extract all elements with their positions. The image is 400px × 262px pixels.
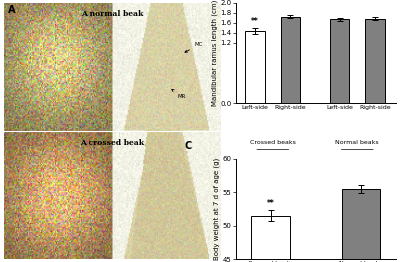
Text: C: C <box>184 141 192 151</box>
Text: A normal beak: A normal beak <box>81 10 144 18</box>
Bar <box>252 216 290 262</box>
Bar <box>281 17 300 103</box>
Text: Crossed beaks: Crossed beaks <box>250 140 296 145</box>
Y-axis label: Body weight at 7 d of age (g): Body weight at 7 d of age (g) <box>213 158 220 260</box>
Y-axis label: Mandibular ramus length (cm): Mandibular ramus length (cm) <box>211 0 218 106</box>
Text: A crossed beak: A crossed beak <box>80 139 144 147</box>
Bar <box>342 189 380 262</box>
Text: MR: MR <box>172 89 186 99</box>
Bar <box>365 19 384 103</box>
Text: **: ** <box>251 17 259 26</box>
Text: Normal beaks: Normal beaks <box>336 140 379 145</box>
Text: A: A <box>8 5 16 15</box>
Bar <box>246 31 265 103</box>
Bar <box>330 19 349 103</box>
Text: **: ** <box>267 199 274 208</box>
Text: MC: MC <box>185 42 203 52</box>
